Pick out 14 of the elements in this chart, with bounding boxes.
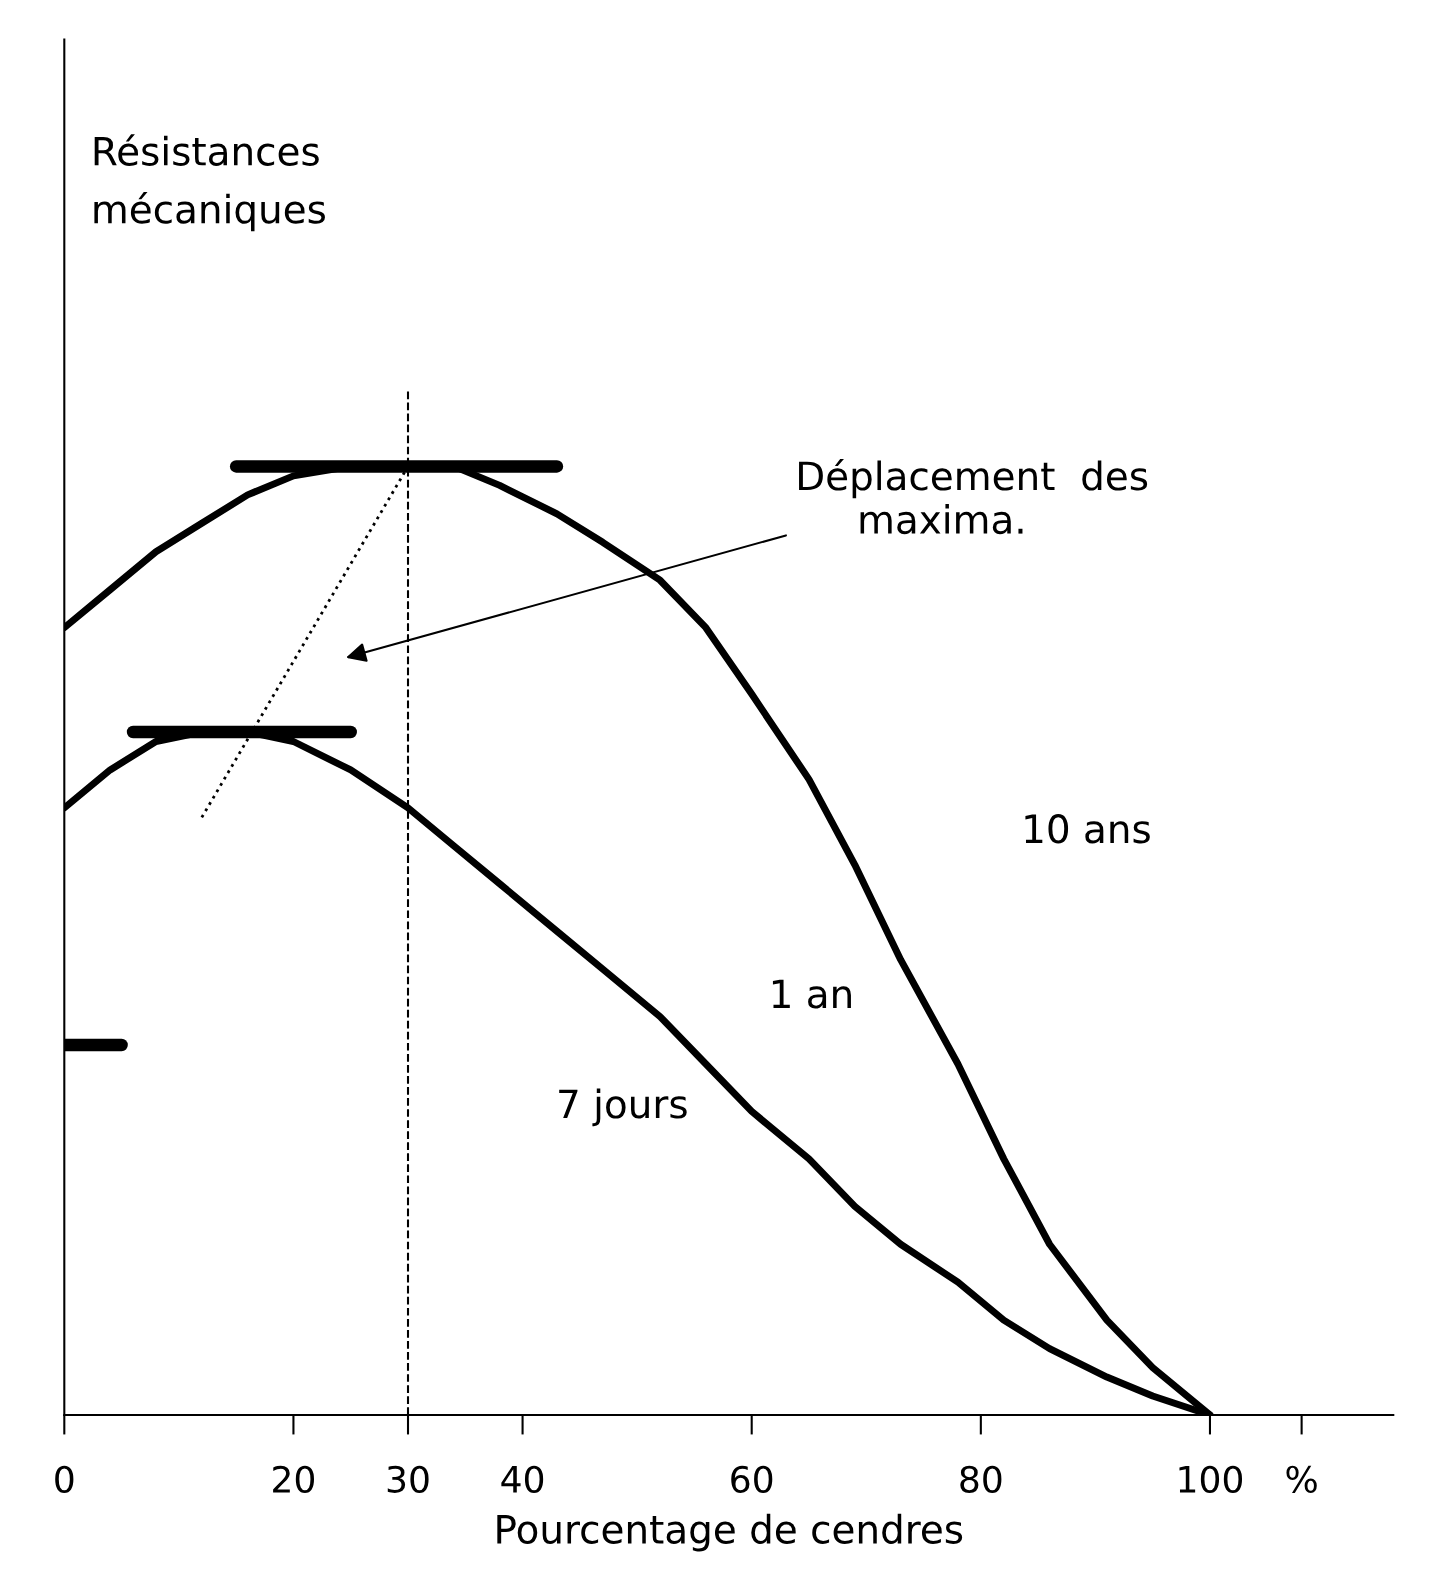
text: Résistances mécaniques [94, 134, 325, 232]
x-tick-label: 40 [501, 1465, 544, 1493]
x-tick-label: 60 [731, 1465, 773, 1493]
x-tick-label: 80 [960, 1465, 1002, 1493]
x-axis-title: Pourcentage de cendres [497, 1513, 963, 1552]
x-tick-label: 100 [1179, 1465, 1243, 1493]
annotation: 7 jours [559, 1088, 687, 1127]
x-tick-label: % [1286, 1465, 1317, 1493]
annotation: 10 ans [1025, 814, 1150, 844]
annotation: 1 an [772, 979, 851, 1009]
x-tick-label: 0 [55, 1465, 74, 1493]
annotation: Déplacement des maxima. [799, 458, 1148, 535]
x-tick-label: 30 [387, 1465, 429, 1493]
x-tick-label: 20 [273, 1465, 315, 1493]
